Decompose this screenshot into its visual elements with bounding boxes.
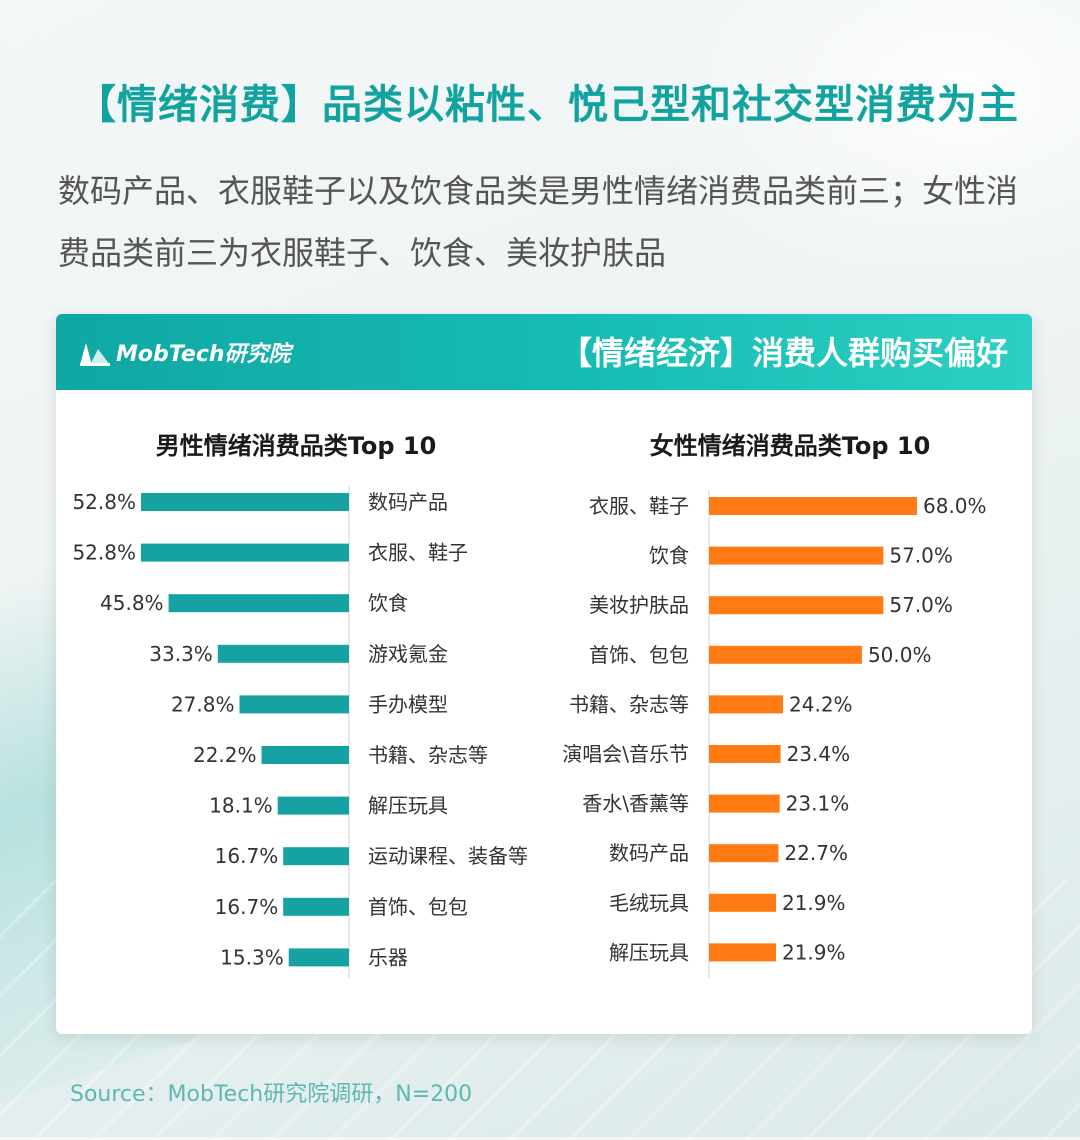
male-value-label: 22.2% [193, 743, 257, 767]
male-bar [288, 948, 349, 967]
chart-card: MobTech研究院 【情绪经济】消费人群购买偏好 [56, 314, 1032, 1034]
subtext: 数码产品、衣服鞋子以及饮食品类是男性情绪消费品类前三；女性消费品类前三为衣服鞋子… [58, 172, 1019, 272]
male-category-label: 乐器 [368, 945, 408, 969]
female-category-label: 书籍、杂志等 [569, 692, 689, 716]
male-category-label: 解压玩具 [368, 794, 448, 818]
male-bar [283, 847, 349, 866]
male-value-label: 15.3% [220, 945, 284, 969]
female-value-label: 23.4% [787, 742, 851, 766]
male-bar [141, 543, 349, 562]
male-category-label: 书籍、杂志等 [368, 743, 488, 767]
female-value-label: 57.0% [889, 544, 953, 568]
female-value-label: 22.7% [784, 841, 848, 865]
female-bar [709, 695, 784, 714]
female-category-label: 解压玩具 [609, 940, 689, 964]
logo-mark-icon [80, 343, 110, 366]
male-chart-title: 男性情绪消费品类Top 10 [155, 432, 437, 460]
male-value-label: 18.1% [209, 794, 273, 818]
female-bar [709, 794, 780, 813]
male-bar [217, 644, 349, 663]
male-value-label: 52.8% [72, 541, 136, 565]
female-category-label: 数码产品 [609, 841, 689, 865]
female-bar [709, 844, 779, 863]
female-bar [709, 546, 884, 565]
female-value-label: 21.9% [782, 940, 846, 964]
female-bar [709, 745, 781, 763]
card-header: MobTech研究院 【情绪经济】消费人群购买偏好 [56, 314, 1032, 390]
male-bar [239, 695, 349, 714]
female-value-label: 68.0% [923, 494, 987, 518]
male-bar [261, 746, 349, 764]
female-bar [709, 645, 862, 664]
male-bar [141, 493, 349, 511]
male-bar [168, 594, 349, 613]
logo-text: MobTech研究院 [116, 342, 291, 367]
female-value-label: 23.1% [786, 792, 850, 816]
female-bar [709, 893, 776, 912]
headline: 【情绪消费】品类以粘性、悦己型和社交型消费为主 [76, 82, 1019, 128]
male-category-label: 衣服、鞋子 [368, 541, 468, 565]
male-category-label: 饮食 [368, 591, 408, 615]
female-category-label: 毛绒玩具 [609, 891, 689, 915]
male-value-label: 16.7% [215, 895, 279, 919]
male-value-label: 45.8% [100, 591, 164, 615]
male-value-label: 52.8% [72, 490, 136, 514]
male-value-label: 16.7% [215, 844, 279, 868]
female-bar [709, 596, 884, 615]
male-category-label: 手办模型 [368, 692, 448, 716]
female-category-label: 饮食 [649, 544, 689, 568]
mobtech-logo: MobTech研究院 [78, 334, 291, 370]
female-category-label: 美妆护肤品 [589, 593, 689, 617]
female-category-label: 首饰、包包 [589, 643, 689, 667]
male-category-label: 数码产品 [368, 490, 448, 514]
female-category-label: 衣服、鞋子 [589, 494, 689, 518]
female-category-label: 香水\香薰等 [582, 792, 689, 816]
source-note: Source：MobTech研究院调研，N=200 [70, 1082, 473, 1107]
male-value-label: 27.8% [171, 692, 235, 716]
female-value-label: 57.0% [889, 593, 953, 617]
male-category-label: 游戏氪金 [368, 642, 448, 666]
male-category-label: 运动课程、装备等 [368, 844, 528, 868]
male-value-label: 33.3% [149, 642, 213, 666]
female-value-label: 21.9% [782, 891, 846, 915]
male-category-label: 首饰、包包 [368, 895, 468, 919]
female-chart-title: 女性情绪消费品类Top 10 [649, 432, 931, 460]
female-bar [709, 497, 917, 515]
female-value-label: 24.2% [789, 692, 853, 716]
female-bar [709, 943, 776, 962]
female-category-label: 演唱会\音乐节 [562, 742, 689, 766]
male-bar [277, 796, 349, 815]
male-bar [283, 897, 349, 916]
female-value-label: 50.0% [868, 643, 932, 667]
card-title: 【情绪经济】消费人群购买偏好 [559, 334, 1008, 372]
